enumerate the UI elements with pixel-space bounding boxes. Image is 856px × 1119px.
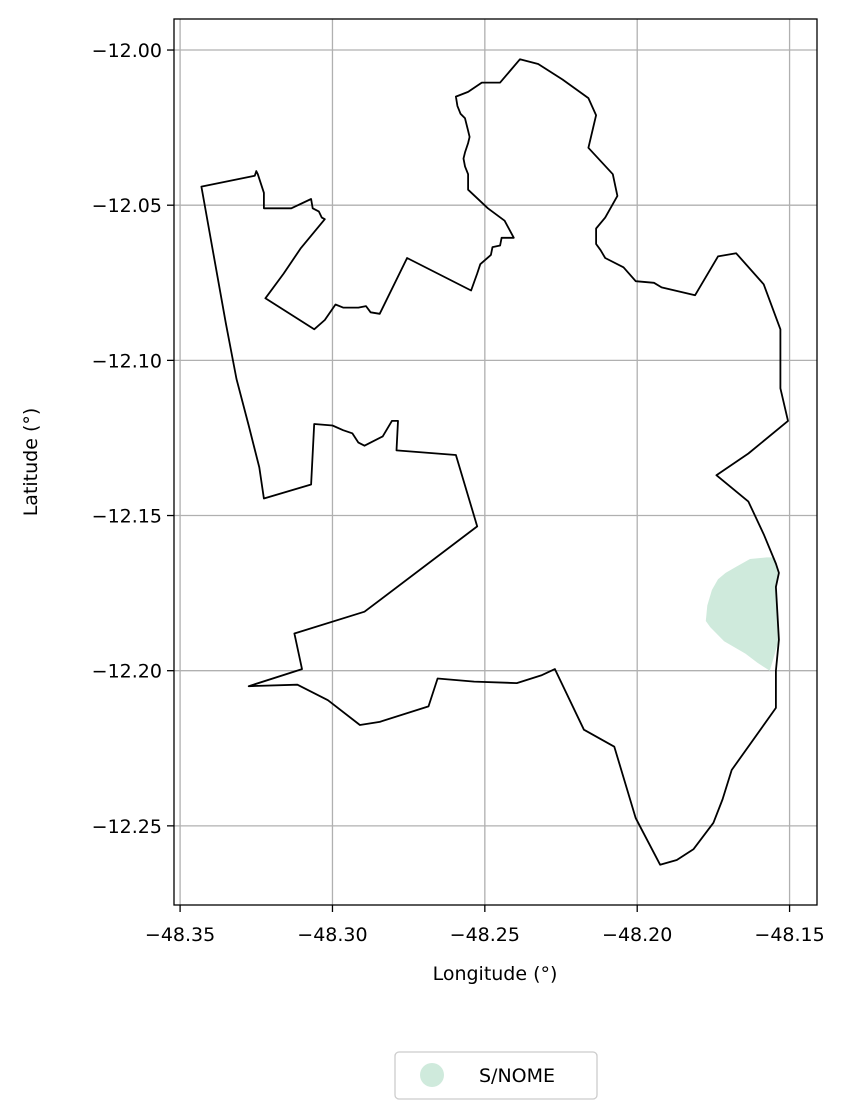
y-tick-label: −12.25 — [92, 816, 162, 838]
legend: S/NOME — [394, 1051, 598, 1100]
y-tick-label: −12.20 — [92, 661, 162, 683]
x-tick-label: −48.35 — [145, 924, 215, 946]
y-tick-label: −12.15 — [92, 506, 162, 528]
region-polygon — [705, 557, 779, 671]
grid — [174, 19, 817, 905]
x-tick-label: −48.15 — [754, 924, 824, 946]
map-shapes — [200, 58, 789, 866]
y-tick-label: −12.00 — [92, 40, 162, 62]
y-axis-ticks: −12.00 −12.05 −12.10 −12.15 −12.20 −12.25 — [92, 40, 174, 838]
x-tick-label: −48.20 — [602, 924, 672, 946]
legend-box — [394, 1051, 598, 1100]
x-axis-ticks: −48.35 −48.30 −48.25 −48.20 −48.15 — [145, 905, 825, 946]
legend-label: S/NOME — [479, 1065, 555, 1087]
x-axis-label: Longitude (°) — [433, 963, 558, 985]
boundary-outline — [200, 58, 789, 866]
x-tick-label: −48.30 — [297, 924, 367, 946]
y-tick-label: −12.05 — [92, 195, 162, 217]
legend-marker — [420, 1063, 444, 1087]
x-tick-label: −48.25 — [450, 924, 520, 946]
plot-frame — [173, 18, 818, 906]
y-axis-label: Latitude (°) — [20, 408, 42, 517]
y-tick-label: −12.10 — [92, 350, 162, 372]
